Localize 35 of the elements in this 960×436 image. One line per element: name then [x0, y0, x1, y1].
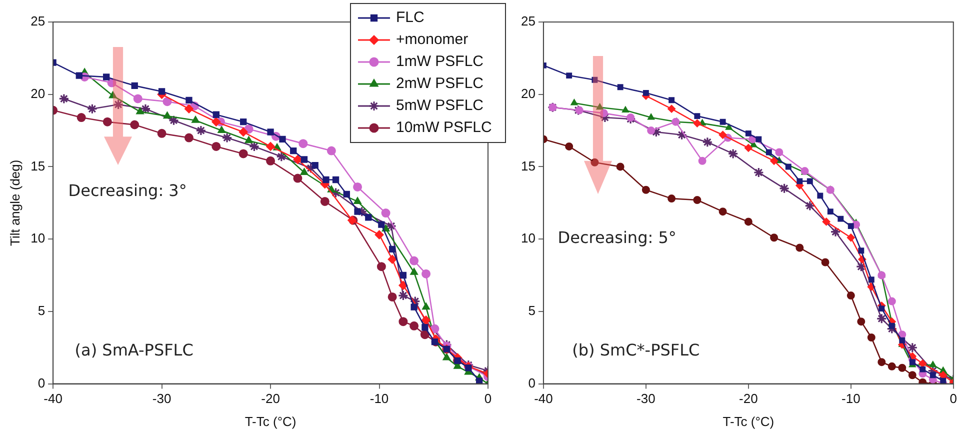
y-tick-label: 5 — [528, 303, 536, 318]
annotation: (b) SmC*-PSFLC — [572, 340, 700, 360]
legend-label: 10mW PSFLC — [396, 119, 492, 136]
legend-label: 2mW PSFLC — [396, 75, 484, 92]
x-tick-label: -10 — [370, 391, 389, 406]
legend-label: FLC — [396, 9, 425, 26]
x-tick-label: -20 — [261, 391, 280, 406]
y-tick-label: 10 — [30, 230, 46, 246]
x-tick-label: -40 — [534, 391, 553, 406]
legend-label: 5mW PSFLC — [396, 97, 484, 114]
annotation: Decreasing: 5° — [558, 228, 676, 248]
y-tick-label: 0 — [38, 375, 46, 390]
legend-label: +monomer — [396, 31, 468, 48]
y-tick-label: 0 — [528, 375, 536, 390]
y-tick-label: 25 — [520, 14, 536, 29]
y-axis-title: Tilt angle (deg) — [7, 160, 22, 246]
y-tick-label: 15 — [30, 158, 46, 174]
x-tick-label: -20 — [739, 391, 758, 406]
x-tick-label: -10 — [842, 391, 860, 406]
x-tick-label: -30 — [152, 391, 172, 406]
x-axis-title: T-Tc (°C) — [722, 414, 774, 429]
y-tick-label: 15 — [520, 158, 536, 174]
y-tick-label: 20 — [520, 86, 536, 101]
annotation: (a) SmA-PSFLC — [74, 340, 194, 360]
y-tick-label: 20 — [30, 86, 46, 101]
x-tick-label: -30 — [636, 391, 656, 406]
y-tick-label: 10 — [520, 230, 536, 246]
x-tick-label: -40 — [44, 391, 62, 406]
y-tick-label: 25 — [30, 14, 46, 29]
legend-label: 1mW PSFLC — [396, 53, 484, 70]
annotation: Decreasing: 3° — [68, 181, 187, 200]
x-axis-title: T-Tc (°C) — [244, 414, 296, 429]
y-tick-label: 5 — [38, 303, 46, 318]
x-tick-label: 0 — [950, 391, 957, 406]
x-tick-label: 0 — [484, 391, 492, 406]
